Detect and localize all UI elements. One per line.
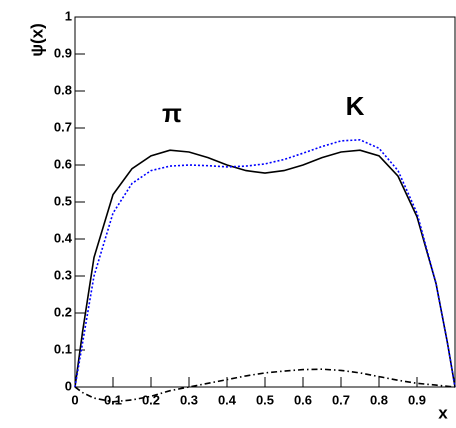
annotation: π [162,98,182,128]
series-line [74,138,456,388]
x-tick-label: 0.2 [142,392,160,407]
series-line [74,149,456,388]
y-tick-label: 0.7 [54,119,72,134]
y-tick-label: 0.4 [54,230,73,245]
x-tick-label: 0.4 [218,392,237,407]
y-tick-label: 0 [65,378,72,393]
y-tick-label: 0.9 [54,45,72,60]
y-tick-label: 1 [65,8,72,23]
y-axis-label: ψ(x) [27,23,46,57]
x-tick-label: 0 [71,392,78,407]
x-tick-label: 0.5 [256,392,274,407]
plot-frame [74,16,456,388]
y-tick-label: 0.8 [54,82,72,97]
y-tick-label: 0.2 [54,304,72,319]
annotation: K [346,91,365,121]
x-tick-label: 0.7 [332,392,350,407]
x-tick-label: 0.6 [294,392,312,407]
y-tick-label: 0.1 [54,341,72,356]
y-tick-label: 0.5 [54,193,72,208]
x-tick-label: 0.8 [370,392,388,407]
x-tick-label: 0.1 [104,392,122,407]
y-tick-label: 0.3 [54,267,72,282]
y-tick-label: 0.6 [54,156,72,171]
x-tick-label: 0.3 [180,392,198,407]
x-tick-label: 0.9 [408,392,426,407]
series-line [74,368,456,403]
x-axis-label: x [438,403,448,422]
